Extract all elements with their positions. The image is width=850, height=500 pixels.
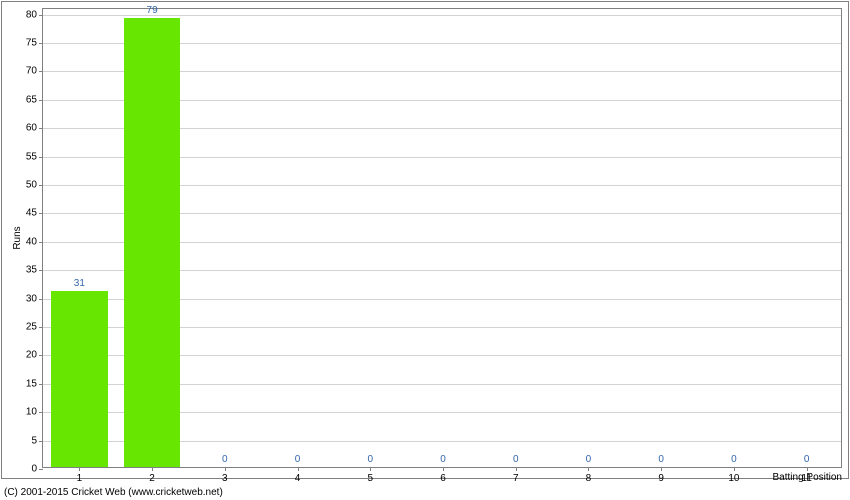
y-tick-label: 0 (31, 464, 43, 475)
chart-container: 0510152025303540455055606570758013127930… (0, 0, 850, 500)
y-tick-label: 55 (26, 151, 43, 162)
y-tick-label: 70 (26, 66, 43, 77)
y-tick-label: 50 (26, 180, 43, 191)
bar-value-label: 0 (658, 454, 664, 465)
x-tick-label: 4 (295, 467, 301, 484)
bar (124, 18, 181, 467)
y-tick-label: 20 (26, 350, 43, 361)
x-tick-label: 9 (658, 467, 664, 484)
y-tick-label: 25 (26, 322, 43, 333)
x-tick-label: 3 (222, 467, 228, 484)
x-tick-label: 7 (513, 467, 519, 484)
gridline (43, 15, 841, 16)
bar-value-label: 0 (513, 454, 519, 465)
bar-value-label: 0 (295, 454, 301, 465)
y-tick-label: 80 (26, 9, 43, 20)
bar-value-label: 79 (147, 5, 158, 16)
y-tick-label: 40 (26, 236, 43, 247)
x-tick-label: 8 (586, 467, 592, 484)
y-tick-label: 10 (26, 407, 43, 418)
copyright-text: (C) 2001-2015 Cricket Web (www.cricketwe… (4, 487, 223, 498)
bar-value-label: 0 (804, 454, 810, 465)
x-tick-label: 5 (367, 467, 373, 484)
x-tick-label: 1 (77, 467, 83, 484)
bar-value-label: 0 (367, 454, 373, 465)
y-tick-label: 75 (26, 38, 43, 49)
y-tick-label: 5 (31, 435, 43, 446)
bar-value-label: 0 (222, 454, 228, 465)
x-tick-label: 6 (440, 467, 446, 484)
y-tick-label: 30 (26, 293, 43, 304)
y-tick-label: 60 (26, 123, 43, 134)
bar-value-label: 0 (440, 454, 446, 465)
bar-value-label: 0 (586, 454, 592, 465)
plot-area: 0510152025303540455055606570758013127930… (42, 8, 842, 468)
y-tick-label: 45 (26, 208, 43, 219)
y-tick-label: 35 (26, 265, 43, 276)
bar-value-label: 0 (731, 454, 737, 465)
x-axis-label: Batting Position (773, 472, 843, 483)
y-axis-label: Runs (12, 226, 23, 249)
x-tick-label: 10 (728, 467, 739, 484)
x-tick-label: 2 (149, 467, 155, 484)
y-tick-label: 15 (26, 378, 43, 389)
bar-value-label: 31 (74, 278, 85, 289)
y-tick-label: 65 (26, 94, 43, 105)
bar (51, 291, 108, 467)
